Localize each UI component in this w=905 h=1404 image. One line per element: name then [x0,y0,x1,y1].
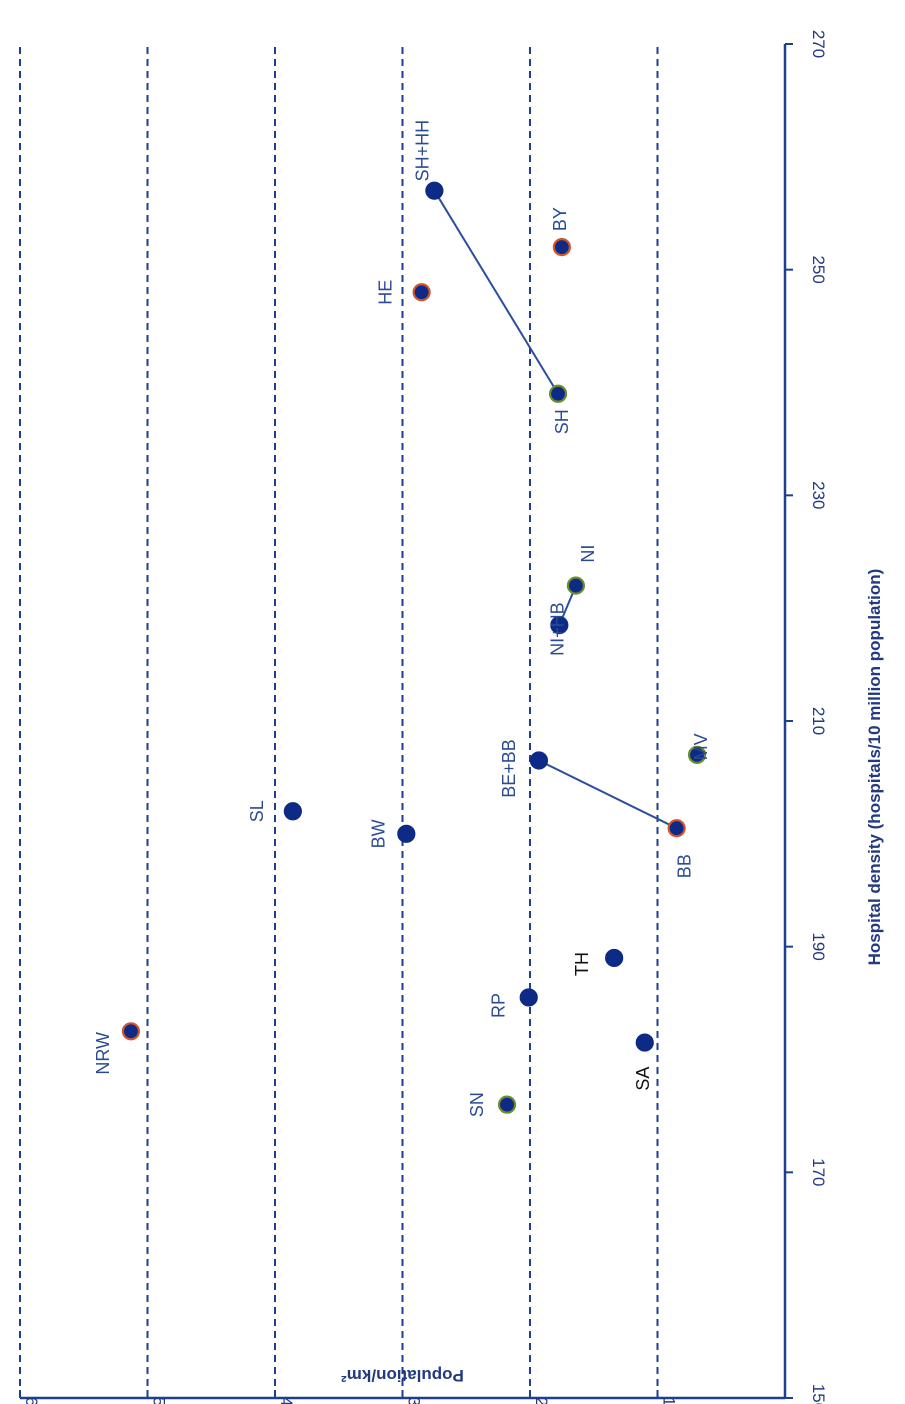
axis-texts: 1501701902102302502700100200300400500600… [22,30,884,1404]
point-label: MV [691,733,711,760]
point-label: TH [572,952,592,976]
connector-line [433,190,559,395]
data-point-bw [397,824,416,843]
x-tick-label: 170 [809,1158,828,1186]
data-point-th [605,948,624,968]
x-tick-label: 190 [809,932,828,960]
data-point-ni-hb [550,615,569,635]
data-point-be-bb [529,751,549,770]
point-label: SA [633,1067,653,1091]
point-labels: NRW SN SA RP TH BW SL BB BE+BB MV NI+HB NI SH HE BY SH+… [93,120,711,1117]
point-label: RP [489,993,509,1018]
data-point-mv [687,745,707,764]
data-point-sa [635,1033,654,1052]
y-tick-label: 400 [277,1397,296,1404]
data-point-nrw [121,1022,141,1041]
y-tick-label: 300 [405,1397,424,1404]
data-point-he [412,283,431,302]
x-tick-label: 250 [809,255,828,283]
point-label: SL [247,800,267,822]
y-tick-label: 200 [532,1397,551,1404]
x-tick-label: 210 [809,707,828,735]
point-label: BW [368,819,388,848]
data-point-sl [283,802,302,821]
x-tick-label: 270 [809,30,828,58]
data-point-ni [566,576,586,595]
axes [19,43,793,1400]
data-point-rp [519,988,538,1007]
data-point-sh [548,384,568,403]
point-label: SH [552,409,572,434]
point-label: NI [578,545,598,563]
data-points [121,181,707,1114]
point-label: BE+BB [499,739,519,798]
data-point-bb [667,819,686,838]
point-label: NI+HB [547,602,567,656]
point-label: HE [376,280,396,305]
data-point-sn [497,1095,517,1114]
connector-lines [433,190,678,830]
point-label: SH+HH [412,120,432,182]
point-label: BY [550,207,570,231]
data-point-sh-hh [425,181,444,200]
point-label: NRW [93,1032,113,1075]
connector-line [538,759,678,830]
grid-lines [19,44,659,1398]
point-label: BB [675,854,695,878]
y-tick-label: 100 [660,1397,679,1404]
point-label: SN [467,1092,487,1117]
y-axis-title: Population/km² [341,1366,464,1385]
x-tick-label: 230 [809,481,828,509]
y-tick-label: 600 [22,1397,41,1404]
x-axis-title: Hospital density (hospitals/10 million p… [865,569,884,966]
data-point-by [552,238,571,257]
y-tick-label: 500 [150,1397,169,1404]
x-tick-label: 150 [809,1384,828,1404]
